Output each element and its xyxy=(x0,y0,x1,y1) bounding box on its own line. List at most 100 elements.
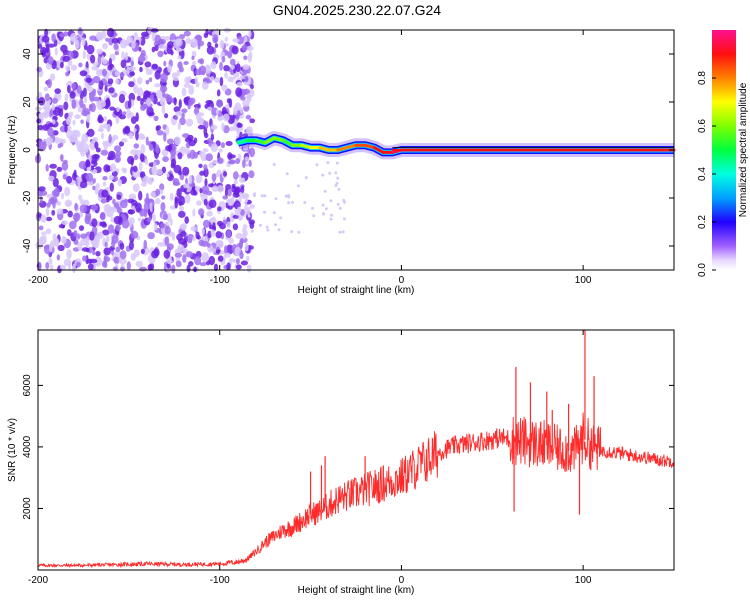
noise-speck xyxy=(228,258,234,263)
noise-speck xyxy=(49,243,53,253)
noise-speck xyxy=(232,214,240,219)
noise-speck xyxy=(229,58,236,66)
noise-speck xyxy=(122,111,127,116)
noise-speck xyxy=(303,201,307,204)
noise-speck xyxy=(265,225,269,229)
noise-speck xyxy=(130,60,134,67)
noise-speck xyxy=(101,189,109,198)
noise-speck xyxy=(44,28,48,38)
noise-speck xyxy=(188,98,194,107)
noise-speck xyxy=(111,239,116,248)
noise-speck xyxy=(57,143,62,149)
spectrogram-ridge-layer xyxy=(236,131,676,160)
noise-speck xyxy=(163,249,171,259)
noise-speck xyxy=(50,196,58,205)
noise-speck xyxy=(244,205,248,212)
noise-speck xyxy=(244,242,249,252)
noise-speck xyxy=(287,201,291,205)
noise-speck xyxy=(158,39,166,45)
noise-speck xyxy=(139,66,143,73)
noise-speck xyxy=(220,142,225,149)
noise-speck xyxy=(336,202,340,206)
noise-speck xyxy=(61,138,66,144)
noise-speck xyxy=(69,91,76,99)
noise-speck xyxy=(238,196,242,203)
noise-speck xyxy=(242,159,246,169)
noise-speck xyxy=(178,210,186,218)
noise-speck xyxy=(248,170,255,179)
noise-speck xyxy=(77,176,81,187)
snr-x-axis-label: Height of straight line (km) xyxy=(298,585,415,596)
noise-speck xyxy=(284,194,288,198)
x-tick-label: 100 xyxy=(575,575,592,586)
noise-speck xyxy=(54,238,60,247)
noise-speck xyxy=(232,258,236,263)
noise-speck xyxy=(54,136,60,144)
noise-speck xyxy=(85,247,90,253)
noise-speck xyxy=(36,66,42,73)
ridge-segment xyxy=(281,138,294,147)
noise-speck xyxy=(42,141,47,150)
noise-speck xyxy=(81,37,86,47)
noise-speck xyxy=(45,228,52,235)
noise-speck xyxy=(59,264,67,270)
noise-speck xyxy=(169,192,174,201)
noise-speck xyxy=(45,137,54,144)
noise-speck xyxy=(145,79,150,85)
noise-speck xyxy=(277,228,281,232)
noise-speck xyxy=(229,212,235,223)
noise-speck xyxy=(85,172,94,182)
noise-speck xyxy=(68,111,74,117)
noise-speck xyxy=(128,209,134,215)
noise-speck xyxy=(45,262,50,270)
noise-speck xyxy=(330,213,333,217)
noise-speck xyxy=(36,153,41,163)
noise-speck xyxy=(51,103,56,111)
colorbar-tick-label: 0.4 xyxy=(697,167,708,181)
noise-speck xyxy=(186,264,191,273)
noise-speck xyxy=(204,132,209,139)
noise-speck xyxy=(161,195,166,200)
noise-speck xyxy=(195,174,203,184)
noise-speck xyxy=(205,64,210,71)
noise-speck xyxy=(171,264,176,274)
noise-speck xyxy=(62,55,70,63)
noise-speck xyxy=(160,202,166,212)
noise-speck xyxy=(210,124,218,130)
noise-speck xyxy=(223,245,228,254)
y-tick-label: 6000 xyxy=(22,374,33,397)
noise-speck xyxy=(70,32,78,43)
noise-speck xyxy=(138,190,143,201)
noise-speck xyxy=(92,185,96,191)
noise-speck xyxy=(82,142,90,153)
noise-speck xyxy=(151,166,156,173)
noise-speck xyxy=(45,216,53,222)
noise-speck xyxy=(174,252,182,258)
noise-speck xyxy=(64,186,71,197)
noise-speck xyxy=(80,237,88,246)
noise-speck xyxy=(239,192,242,196)
noise-speck xyxy=(236,122,243,128)
noise-speck xyxy=(181,108,188,113)
noise-speck xyxy=(136,95,141,101)
noise-speck xyxy=(64,93,69,103)
noise-speck xyxy=(342,217,346,221)
noise-speck xyxy=(148,111,155,116)
noise-speck xyxy=(99,221,103,227)
noise-speck xyxy=(47,127,54,137)
noise-speck xyxy=(143,239,147,250)
noise-speck xyxy=(162,156,170,163)
noise-speck xyxy=(341,230,345,234)
spectrogram-noise-layer xyxy=(34,26,347,274)
noise-speck xyxy=(67,59,73,67)
noise-speck xyxy=(100,149,109,156)
noise-speck xyxy=(159,96,164,106)
noise-speck xyxy=(65,71,70,77)
noise-speck xyxy=(242,192,250,200)
noise-speck xyxy=(151,250,159,259)
noise-speck xyxy=(158,44,167,49)
noise-speck xyxy=(182,254,187,263)
noise-speck xyxy=(51,33,56,42)
noise-speck xyxy=(165,145,173,152)
noise-speck xyxy=(328,171,332,175)
